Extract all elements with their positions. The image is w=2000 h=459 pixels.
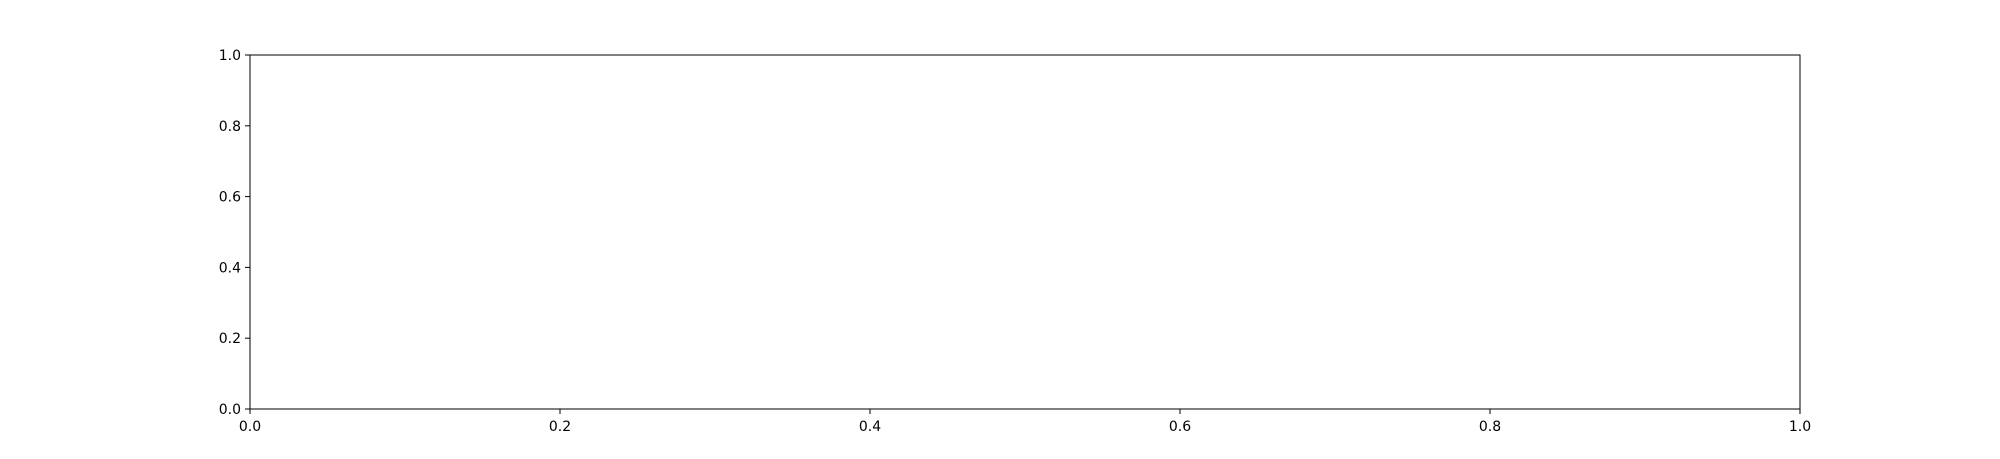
x-axis: 0.0 0.2 0.4 0.6 0.8 1.0 — [239, 409, 1811, 435]
y-axis: 0.0 0.2 0.4 0.6 0.8 1.0 — [219, 48, 250, 418]
y-tick-label: 0.6 — [219, 190, 241, 206]
x-tick-label: 0.0 — [239, 419, 261, 435]
x-tick-label: 0.4 — [859, 419, 881, 435]
x-tick-label: 0.8 — [1479, 419, 1501, 435]
x-tick-label: 0.2 — [549, 419, 571, 435]
y-tick-label: 0.0 — [219, 402, 241, 418]
y-tick-label: 1.0 — [219, 48, 241, 64]
x-tick-label: 1.0 — [1789, 419, 1811, 435]
plot-area-frame — [249, 54, 1801, 410]
y-tick-label: 0.2 — [219, 331, 241, 347]
x-tick-label: 0.6 — [1169, 419, 1191, 435]
y-tick-label: 0.4 — [219, 260, 241, 276]
y-tick-label: 0.8 — [219, 119, 241, 135]
